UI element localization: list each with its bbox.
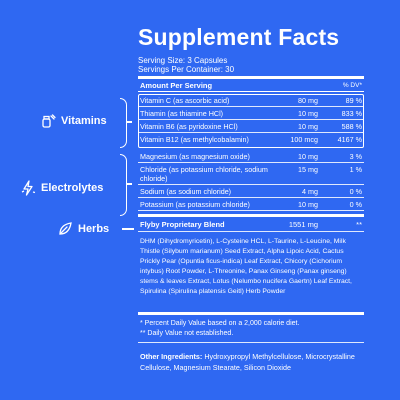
vitamins-box — [138, 94, 364, 148]
nutrient-dv: 833 % — [341, 109, 362, 118]
nutrient-dv: 0 % — [349, 187, 362, 196]
thick-rule — [138, 76, 364, 79]
nutrient-dv: 89 % — [345, 96, 362, 105]
page-title: Supplement Facts — [138, 24, 340, 50]
herbs-connector — [122, 228, 134, 230]
nutrient-amount: 15 mg — [298, 165, 318, 174]
serving-size: Serving Size: 3 Capsules — [138, 56, 228, 65]
electrolyte-row: Magnesium (as magnesium oxide) 10 mg 3 % — [138, 152, 364, 163]
nutrient-amount: 10 mg — [298, 109, 318, 118]
lightning-icon — [20, 180, 36, 196]
category-label: Vitamins — [61, 115, 107, 127]
nutrient-amount: 10 mg — [298, 200, 318, 209]
nutrient-dv: 3 % — [349, 152, 362, 161]
vitamins-brace-tip — [127, 121, 132, 123]
nutrient-name: Sodium (as sodium chloride) — [140, 187, 232, 196]
blend-thick-rule — [138, 312, 364, 315]
category-label: Herbs — [78, 223, 110, 235]
dv-footnote: * Percent Daily Value based on a 2,000 c… — [140, 320, 300, 327]
electrolytes-brace-tip — [127, 183, 132, 185]
nutrient-amount: 10 mg — [298, 122, 318, 131]
table-header: Amount Per Serving % DV* — [138, 80, 364, 91]
not-established-footnote: ** Daily Value not established. — [140, 330, 234, 337]
amount-per-serving-label: Amount Per Serving — [140, 81, 213, 90]
nutrient-name: Chloride (as potassium chloride, sodium … — [140, 165, 268, 183]
nutrient-dv: 588 % — [341, 122, 362, 131]
electrolyte-row: Chloride (as potassium chloride, sodium … — [138, 165, 364, 185]
vitamin-row: Vitamin C (as ascorbic acid) 80 mg 89 % — [138, 96, 364, 107]
nutrient-name: Thiamin (as thiamine HCl) — [140, 109, 224, 118]
blend-amount: 1551 mg — [288, 220, 318, 229]
nutrient-dv: 4167 % — [337, 135, 362, 144]
electrolytes-thick-rule — [138, 214, 364, 217]
other-ingredients-label: Other Ingredients: — [140, 352, 203, 361]
other-ingredients: Other Ingredients: Hydroxypropyl Methylc… — [140, 351, 364, 373]
electrolytes-brace — [120, 154, 127, 216]
nutrient-amount: 10 mg — [298, 152, 318, 161]
category-herbs: Herbs — [57, 221, 109, 237]
nutrient-dv: 0 % — [349, 200, 362, 209]
nutrient-name: Vitamin C (as ascorbic acid) — [140, 96, 230, 105]
other-ingredients-text: Hydroxypropyl Methylcellulose, Microcrys… — [140, 352, 355, 372]
servings-per-container: Servings Per Container: 30 — [138, 65, 235, 74]
dv-label: % DV* — [342, 82, 362, 89]
vitamin-row: Vitamin B6 (as pyridoxine HCl) 10 mg 588… — [138, 122, 364, 133]
vitamins-brace — [120, 98, 127, 148]
nutrient-amount: 4 mg — [302, 187, 318, 196]
nutrient-name: Vitamin B6 (as pyridoxine HCl) — [140, 122, 238, 131]
footnote-rule — [138, 342, 364, 343]
electrolyte-row: Sodium (as sodium chloride) 4 mg 0 % — [138, 187, 364, 198]
nutrient-amount: 100 mcg — [290, 135, 318, 144]
blend-dv: ** — [356, 220, 362, 229]
blend-name: Flyby Proprietary Blend — [140, 220, 225, 229]
category-label: Electrolytes — [41, 182, 104, 194]
vitamin-row: Vitamin B12 (as methylcobalamin) 100 mcg… — [138, 135, 364, 145]
nutrient-name: Potassium (as potassium chloride) — [140, 200, 250, 209]
header-rule — [138, 91, 364, 92]
pill-bottle-icon — [40, 113, 56, 129]
blend-row: Flyby Proprietary Blend 1551 mg ** — [138, 220, 364, 232]
category-electrolytes: Electrolytes — [20, 180, 103, 196]
blend-ingredients: DHM (Dihydromyricetin), L-Cysteine HCL, … — [140, 238, 352, 295]
nutrient-name: Magnesium (as magnesium oxide) — [140, 152, 250, 161]
nutrient-amount: 80 mg — [298, 96, 318, 105]
nutrient-dv: 1 % — [349, 165, 362, 174]
leaf-icon — [57, 221, 73, 237]
vitamin-row: Thiamin (as thiamine HCl) 10 mg 833 % — [138, 109, 364, 120]
category-vitamins: Vitamins — [40, 113, 107, 129]
electrolyte-row: Potassium (as potassium chloride) 10 mg … — [138, 200, 364, 211]
nutrient-name: Vitamin B12 (as methylcobalamin) — [140, 135, 249, 144]
